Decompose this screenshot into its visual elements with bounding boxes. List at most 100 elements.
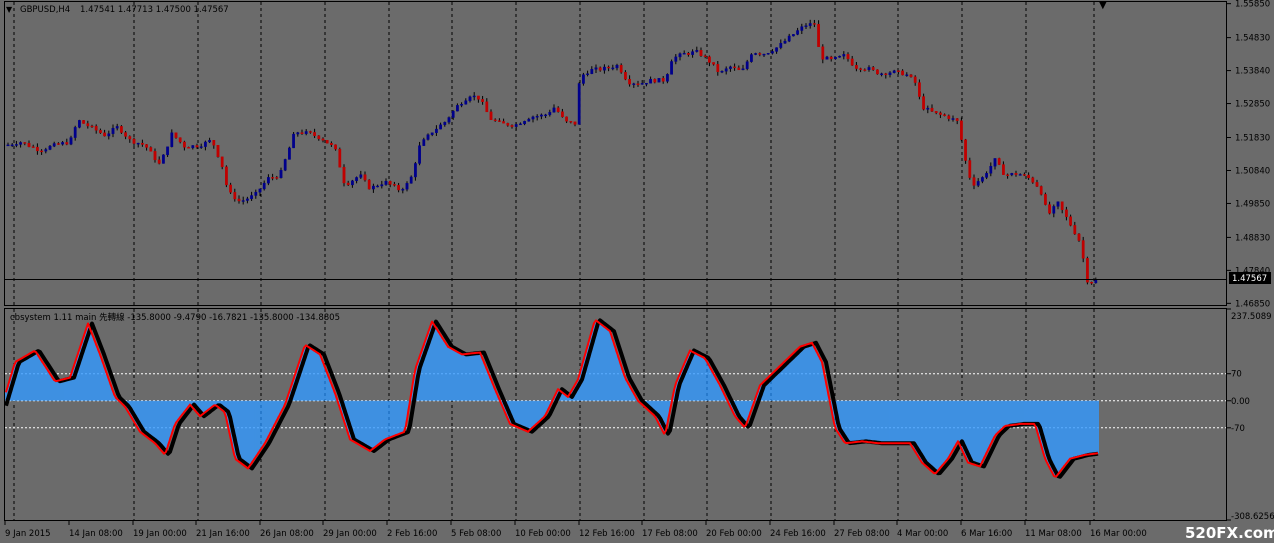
time-tick-label: 21 Jan 16:00: [196, 529, 250, 539]
candle: [456, 103, 459, 112]
candle: [1081, 236, 1085, 263]
candle: [283, 158, 287, 172]
candle: [825, 55, 829, 60]
candle: [871, 66, 875, 71]
time-tick-label: 29 Jan 00:00: [323, 529, 377, 539]
candle: [628, 75, 632, 87]
candle: [57, 142, 60, 145]
indicator-panel-frame: [4, 308, 1227, 521]
candle: [569, 120, 573, 124]
candle: [199, 143, 203, 149]
candle: [691, 49, 695, 58]
candle: [573, 121, 577, 127]
candle: [460, 102, 463, 108]
candle: [762, 53, 766, 58]
candle: [98, 128, 102, 134]
price-tick-label: 1.49850: [1235, 199, 1270, 209]
candle: [1060, 201, 1064, 214]
ohlc-header: 1.47541 1.47713 1.47500 1.47567: [80, 5, 229, 15]
candle: [229, 182, 232, 195]
candle: [741, 64, 745, 71]
candle: [754, 52, 758, 56]
candle: [838, 55, 842, 58]
candle: [23, 142, 27, 146]
candle: [145, 143, 148, 151]
current-price-label: 1.47567: [1232, 274, 1267, 284]
candle: [363, 171, 367, 182]
candle: [531, 115, 535, 123]
candle: [712, 62, 716, 66]
candle: [997, 157, 1001, 166]
candle: [468, 95, 472, 103]
candle: [262, 180, 266, 191]
candle: [40, 149, 44, 155]
candle: [901, 69, 905, 76]
candle: [359, 170, 363, 179]
candle: [678, 52, 682, 61]
candle: [119, 125, 123, 134]
time-tick-label: 11 Mar 08:00: [1025, 529, 1082, 539]
candle: [317, 135, 321, 141]
candle: [1010, 172, 1014, 177]
candle: [540, 113, 543, 120]
candle: [124, 130, 128, 140]
candle: [519, 122, 522, 126]
time-tick-label: 9 Jan 2015: [5, 529, 51, 539]
candle: [653, 78, 657, 84]
candle: [951, 115, 955, 122]
candle: [750, 53, 753, 63]
candle: [716, 61, 720, 76]
candle: [737, 65, 741, 71]
candle: [267, 174, 270, 186]
candle: [128, 135, 132, 143]
candle: [279, 167, 283, 179]
candle: [745, 59, 749, 71]
candle: [506, 122, 510, 127]
candle: [989, 162, 993, 177]
candle: [1031, 176, 1035, 184]
candle: [489, 109, 493, 121]
candle: [548, 109, 552, 117]
candle: [1056, 201, 1060, 210]
candle: [640, 80, 644, 85]
candle: [1035, 179, 1039, 188]
candle: [972, 174, 976, 190]
candle: [758, 52, 762, 57]
candle: [897, 70, 900, 75]
candle: [111, 124, 115, 138]
candle: [607, 65, 611, 72]
candle: [254, 189, 258, 199]
candle: [535, 114, 539, 121]
candle: [355, 176, 358, 184]
candle: [250, 191, 253, 202]
price-tick-label: 1.50840: [1235, 166, 1270, 176]
candle: [271, 173, 274, 181]
candle: [943, 113, 947, 117]
candle: [922, 93, 926, 111]
candle: [670, 59, 674, 75]
indicator-tick-label: -70: [1231, 424, 1245, 434]
candle: [103, 129, 107, 137]
candle: [372, 183, 375, 193]
candle: [48, 145, 52, 151]
candle: [300, 129, 304, 135]
time-tick-label: 5 Feb 08:00: [451, 529, 501, 539]
candle: [367, 179, 371, 190]
candle: [695, 46, 699, 53]
candle: [1048, 201, 1052, 215]
candle: [174, 132, 178, 139]
candle: [619, 63, 623, 74]
candle: [6, 142, 10, 147]
time-tick-label: 24 Feb 16:00: [770, 529, 826, 539]
indicator-axis: 237.5089 70 0.00 -70 -308.6256: [1226, 308, 1274, 522]
candle: [149, 146, 153, 152]
candle: [216, 144, 220, 158]
price-tick-label: 1.48830: [1235, 233, 1270, 243]
indicator-title: cbsystem 1.11 main 先轉線 -135.8000 -9.4790…: [10, 312, 340, 323]
candle: [191, 145, 195, 150]
candle: [657, 78, 661, 83]
price-panel[interactable]: [5, 2, 1226, 305]
indicator-panel[interactable]: [4, 309, 1226, 520]
candle: [498, 118, 501, 123]
